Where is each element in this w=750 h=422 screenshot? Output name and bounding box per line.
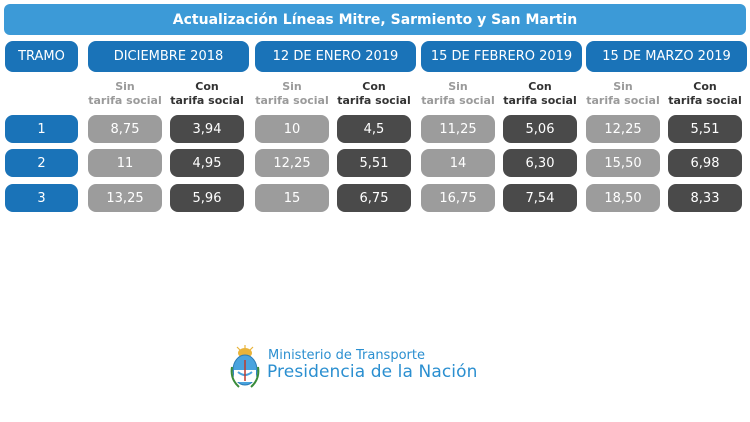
con-line2: tarifa social xyxy=(337,94,411,107)
con-line1: Con xyxy=(693,80,717,93)
sin-tarifa-label: Sin tarifa social xyxy=(84,80,166,110)
fare-con-cell: 4,95 xyxy=(170,149,244,177)
fare-sin-cell: 12,25 xyxy=(255,149,329,177)
fare-con-cell: 5,51 xyxy=(337,149,411,177)
con-tarifa-label: Con tarifa social xyxy=(333,80,415,110)
period-header: 15 DE FEBRERO 2019 xyxy=(421,41,582,72)
con-tarifa-label: Con tarifa social xyxy=(664,80,746,110)
sin-line2: tarifa social xyxy=(255,94,329,107)
fare-sin-cell: 15 xyxy=(255,184,329,212)
con-line2: tarifa social xyxy=(668,94,742,107)
tramo-cell: 3 xyxy=(5,184,78,212)
fare-sin-cell: 13,25 xyxy=(88,184,162,212)
con-line1: Con xyxy=(528,80,552,93)
ministry-logo: Ministerio de Transporte Presidencia de … xyxy=(229,343,479,389)
sin-line1: Sin xyxy=(115,80,135,93)
tramo-cell: 1 xyxy=(5,115,78,143)
sin-line1: Sin xyxy=(282,80,302,93)
con-line1: Con xyxy=(195,80,219,93)
sin-tarifa-label: Sin tarifa social xyxy=(417,80,499,110)
con-line2: tarifa social xyxy=(503,94,577,107)
con-line2: tarifa social xyxy=(170,94,244,107)
fare-con-cell: 5,51 xyxy=(668,115,742,143)
fare-sin-cell: 14 xyxy=(421,149,495,177)
fare-sin-cell: 11,25 xyxy=(421,115,495,143)
page-title: Actualización Líneas Mitre, Sarmiento y … xyxy=(4,4,746,35)
fare-con-cell: 3,94 xyxy=(170,115,244,143)
fare-sin-cell: 18,50 xyxy=(586,184,660,212)
presidencia-name: Presidencia de la Nación xyxy=(267,362,478,382)
sin-line2: tarifa social xyxy=(88,94,162,107)
tramo-cell: 2 xyxy=(5,149,78,177)
sin-line1: Sin xyxy=(448,80,468,93)
fare-con-cell: 7,54 xyxy=(503,184,577,212)
sin-tarifa-label: Sin tarifa social xyxy=(251,80,333,110)
period-header: DICIEMBRE 2018 xyxy=(88,41,249,72)
fare-con-cell: 4,5 xyxy=(337,115,411,143)
sin-line2: tarifa social xyxy=(421,94,495,107)
period-header: 12 DE ENERO 2019 xyxy=(255,41,416,72)
fare-con-cell: 8,33 xyxy=(668,184,742,212)
sin-tarifa-label: Sin tarifa social xyxy=(582,80,664,110)
ministry-name: Ministerio de Transporte xyxy=(268,348,425,363)
con-tarifa-label: Con tarifa social xyxy=(499,80,581,110)
fare-sin-cell: 16,75 xyxy=(421,184,495,212)
fare-sin-cell: 8,75 xyxy=(88,115,162,143)
con-tarifa-label: Con tarifa social xyxy=(166,80,248,110)
tramo-header: TRAMO xyxy=(5,41,78,72)
fare-con-cell: 6,30 xyxy=(503,149,577,177)
sin-line2: tarifa social xyxy=(586,94,660,107)
fare-sin-cell: 15,50 xyxy=(586,149,660,177)
argentina-coat-of-arms-icon xyxy=(230,345,260,388)
con-line1: Con xyxy=(362,80,386,93)
fare-sin-cell: 12,25 xyxy=(586,115,660,143)
sin-line1: Sin xyxy=(613,80,633,93)
fare-con-cell: 5,06 xyxy=(503,115,577,143)
period-header: 15 DE MARZO 2019 xyxy=(586,41,747,72)
fare-sin-cell: 10 xyxy=(255,115,329,143)
fare-con-cell: 5,96 xyxy=(170,184,244,212)
fare-sin-cell: 11 xyxy=(88,149,162,177)
fare-con-cell: 6,75 xyxy=(337,184,411,212)
fare-con-cell: 6,98 xyxy=(668,149,742,177)
